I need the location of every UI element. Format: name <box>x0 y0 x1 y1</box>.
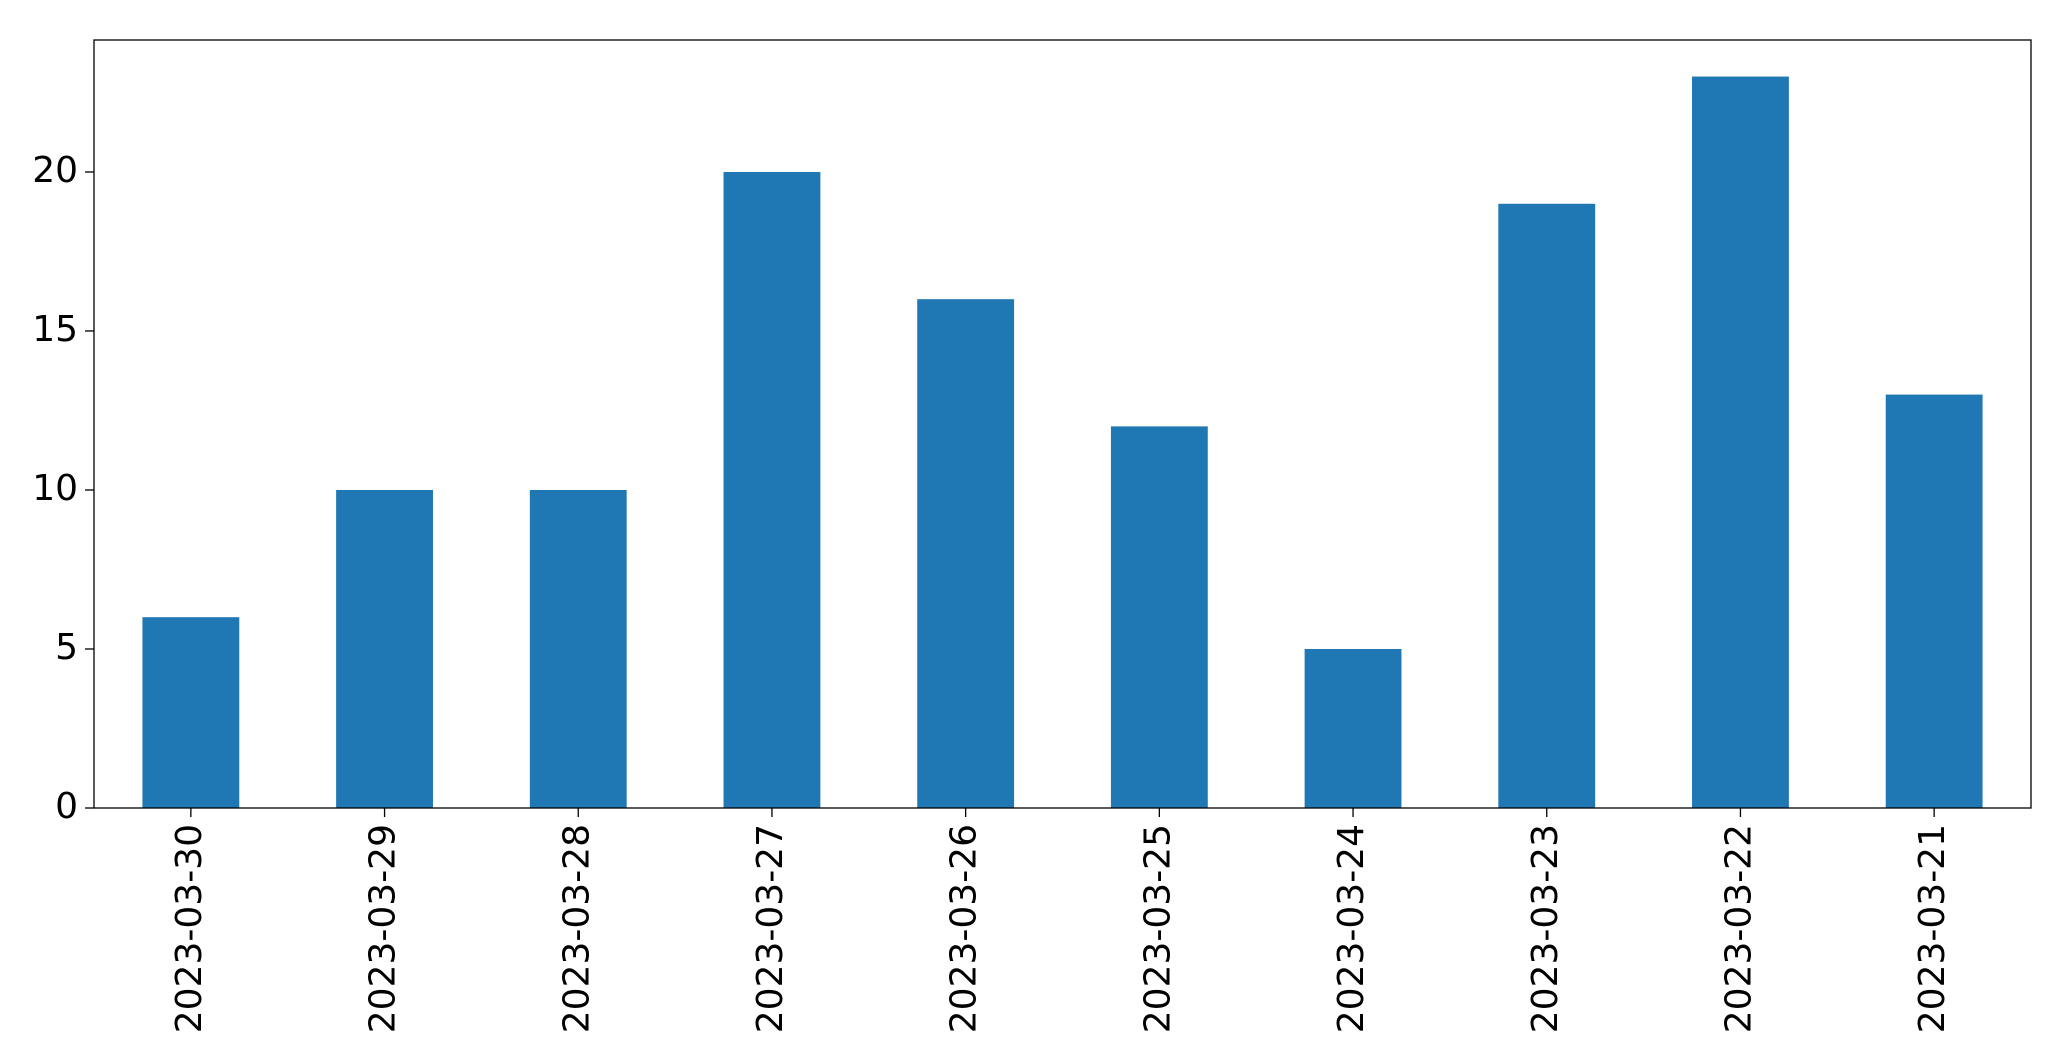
x-tick-label: 2023-03-27 <box>750 824 791 1033</box>
bar <box>723 171 821 808</box>
x-tick-label: 2023-03-25 <box>1137 824 1178 1033</box>
x-tick-label: 2023-03-30 <box>169 824 210 1033</box>
x-tick-label: 2023-03-23 <box>1525 824 1566 1033</box>
bar <box>1498 203 1596 809</box>
bar <box>1692 76 1789 809</box>
bar <box>336 489 433 808</box>
axes-frame <box>93 39 2032 809</box>
bar <box>142 617 240 808</box>
bar <box>917 299 1015 808</box>
x-tick-label: 2023-03-24 <box>1331 824 1372 1033</box>
x-tick-label: 2023-03-29 <box>363 824 404 1033</box>
bar <box>1110 426 1208 808</box>
x-tick-label: 2023-03-26 <box>944 824 985 1033</box>
y-tick-label: 5 <box>55 627 78 668</box>
bar <box>529 489 627 808</box>
y-tick-label: 10 <box>32 468 78 509</box>
y-tick-label: 20 <box>32 150 78 191</box>
y-tick-label: 15 <box>32 309 78 350</box>
bar <box>1304 648 1402 808</box>
x-tick-label: 2023-03-28 <box>556 824 597 1033</box>
x-tick-label: 2023-03-21 <box>1912 824 1953 1033</box>
bar <box>1885 394 1983 808</box>
x-tick-label: 2023-03-22 <box>1718 824 1759 1033</box>
y-tick-label: 0 <box>55 786 78 827</box>
